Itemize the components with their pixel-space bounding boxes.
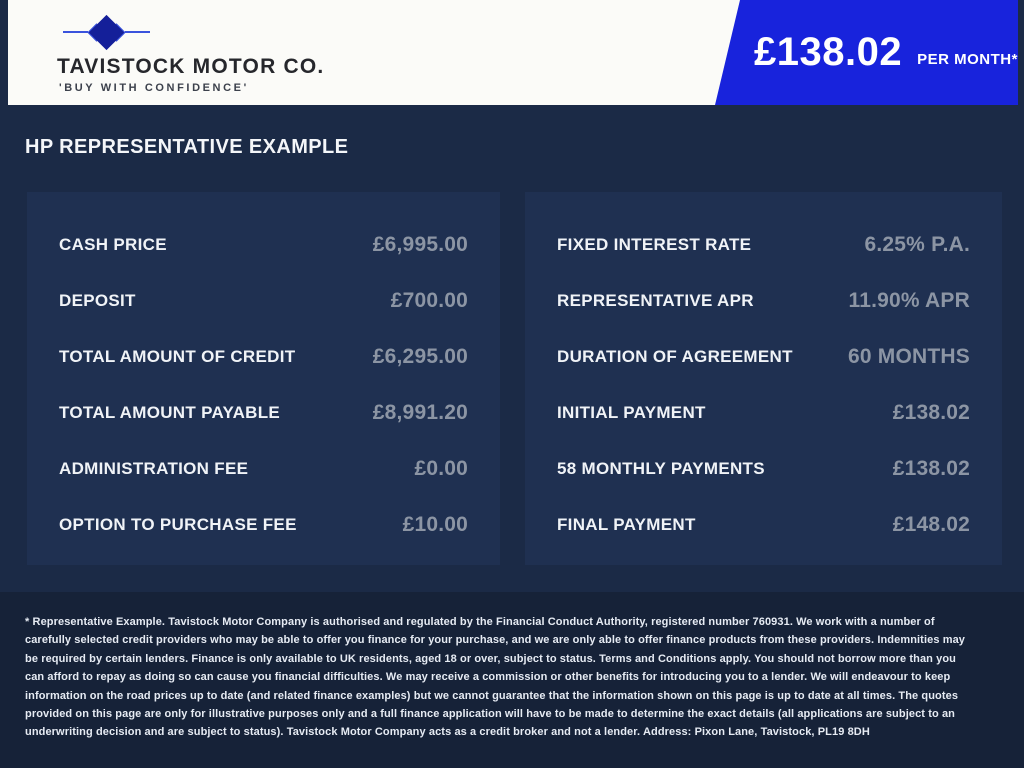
finance-row: FIXED INTEREST RATE 6.25% P.A.	[557, 217, 970, 273]
monthly-price-banner: £138.02 PER MONTH*	[715, 0, 1018, 105]
finance-value: 11.90% APR	[848, 289, 970, 312]
finance-value: £0.00	[414, 457, 468, 480]
finance-value: 60 MONTHS	[848, 345, 970, 368]
finance-value: £148.02	[892, 513, 970, 536]
finance-row: TOTAL AMOUNT OF CREDIT £6,295.00	[59, 329, 468, 385]
logo-line-right	[125, 31, 150, 33]
finance-row: REPRESENTATIVE APR 11.90% APR	[557, 273, 970, 329]
finance-value: £10.00	[402, 513, 468, 536]
finance-panel-right: FIXED INTEREST RATE 6.25% P.A. REPRESENT…	[525, 192, 1002, 565]
finance-value: £8,991.20	[372, 401, 468, 424]
finance-label: DURATION OF AGREEMENT	[557, 347, 793, 366]
finance-label: DEPOSIT	[59, 291, 136, 310]
finance-value: £6,995.00	[372, 233, 468, 256]
finance-row: OPTION TO PURCHASE FEE £10.00	[59, 497, 468, 553]
finance-row: 58 MONTHLY PAYMENTS £138.02	[557, 441, 970, 497]
finance-label: OPTION TO PURCHASE FEE	[59, 515, 297, 534]
finance-label: ADMINISTRATION FEE	[59, 459, 249, 478]
dealer-logo: TAVISTOCK MOTOR CO. 'BUY WITH CONFIDENCE…	[57, 14, 324, 94]
finance-label: 58 MONTHLY PAYMENTS	[557, 459, 765, 478]
legal-disclaimer-text: * Representative Example. Tavistock Moto…	[25, 616, 966, 739]
dealer-name: TAVISTOCK MOTOR CO.	[57, 55, 325, 78]
monthly-price-suffix: PER MONTH*	[917, 51, 1018, 68]
finance-label: FIXED INTEREST RATE	[557, 235, 752, 254]
finance-value: £700.00	[390, 289, 468, 312]
finance-label: TOTAL AMOUNT OF CREDIT	[59, 347, 296, 366]
logo-big-diamond-icon	[88, 14, 125, 50]
finance-row: ADMINISTRATION FEE £0.00	[59, 441, 468, 497]
finance-row: DURATION OF AGREEMENT 60 MONTHS	[557, 329, 970, 385]
finance-row: INITIAL PAYMENT £138.02	[557, 385, 970, 441]
finance-row: CASH PRICE £6,995.00	[59, 217, 468, 273]
logo-line-left	[63, 31, 88, 33]
finance-panel-left: CASH PRICE £6,995.00 DEPOSIT £700.00 TOT…	[27, 192, 500, 565]
finance-value: £6,295.00	[372, 345, 468, 368]
finance-label: TOTAL AMOUNT PAYABLE	[59, 403, 281, 422]
finance-value: 6.25% P.A.	[864, 233, 970, 256]
finance-label: REPRESENTATIVE APR	[557, 291, 754, 310]
finance-value: £138.02	[892, 401, 970, 424]
page-title: HP REPRESENTATIVE EXAMPLE	[25, 136, 349, 158]
dealer-tagline: 'BUY WITH CONFIDENCE'	[59, 82, 249, 94]
finance-row: TOTAL AMOUNT PAYABLE £8,991.20	[59, 385, 468, 441]
finance-row: DEPOSIT £700.00	[59, 273, 468, 329]
finance-label: FINAL PAYMENT	[557, 515, 696, 534]
monthly-price: £138.02	[754, 30, 903, 74]
logo-diamond-icon	[63, 14, 324, 50]
finance-value: £138.02	[892, 457, 970, 480]
finance-label: INITIAL PAYMENT	[557, 403, 706, 422]
header-band: TAVISTOCK MOTOR CO. 'BUY WITH CONFIDENCE…	[8, 0, 1018, 105]
finance-row: FINAL PAYMENT £148.02	[557, 497, 970, 553]
legal-footer: * Representative Example. Tavistock Moto…	[0, 592, 1024, 768]
finance-label: CASH PRICE	[59, 235, 167, 254]
